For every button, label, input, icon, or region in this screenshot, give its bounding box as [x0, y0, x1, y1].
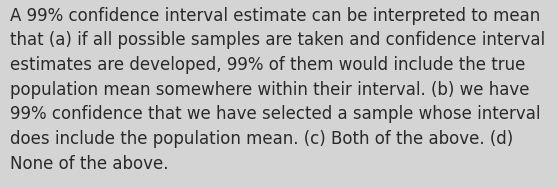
Text: A 99% confidence interval estimate can be interpreted to mean
that (a) if all po: A 99% confidence interval estimate can b… — [10, 7, 545, 173]
